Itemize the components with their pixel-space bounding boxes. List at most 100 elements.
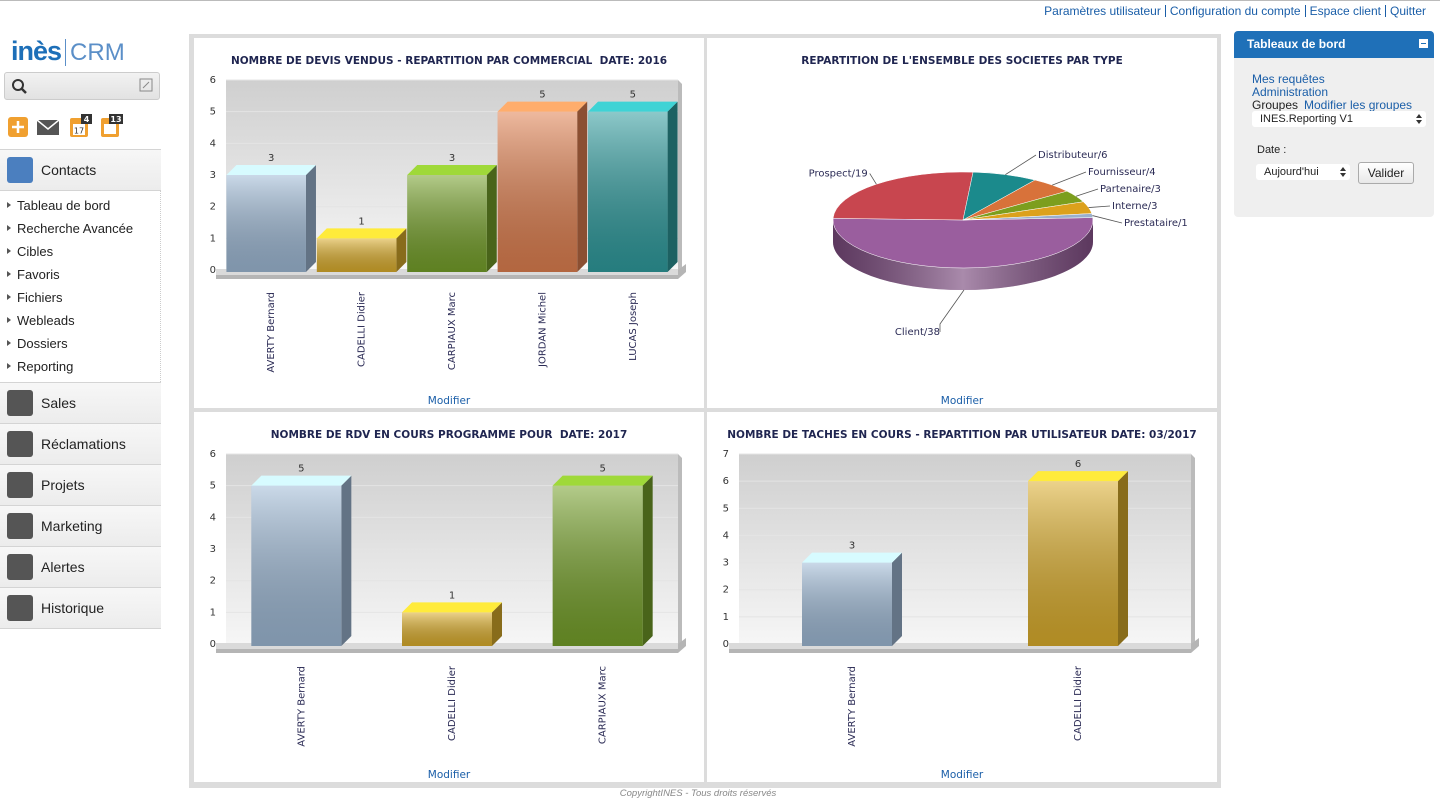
top-link[interactable]: Configuration du compte <box>1164 5 1305 17</box>
search-icons <box>12 78 153 94</box>
menu-section[interactable]: Sales <box>0 382 161 423</box>
section-icon <box>7 554 33 580</box>
plot-side <box>678 454 682 644</box>
menu-item[interactable]: Favoris <box>0 263 160 286</box>
y-tick-label: 1 <box>210 233 216 244</box>
x-tick-label: AVERTY Bernard <box>266 292 277 373</box>
dashboard-panel: Tableaux de bord Mes requêtes Administra… <box>1234 31 1434 217</box>
menu-item[interactable]: Tableau de bord <box>0 194 160 217</box>
floor-top <box>729 643 1191 649</box>
shortcuts: 17 4 13 <box>8 114 123 137</box>
select-value: Aujourd'hui <box>1264 166 1319 178</box>
top-link[interactable]: Paramètres utilisateur <box>1044 4 1161 18</box>
modify-link[interactable]: Modifier <box>941 769 984 781</box>
bar-shading <box>1028 481 1118 646</box>
value-label: 6 <box>1075 459 1081 470</box>
bar-shading <box>588 111 668 273</box>
bar-shading <box>226 175 306 272</box>
bar-side <box>892 552 902 646</box>
group-select[interactable]: INES.Reporting V1 <box>1252 111 1426 127</box>
date-select[interactable]: Aujourd'hui <box>1256 164 1350 180</box>
section-icon <box>7 472 33 498</box>
value-label: 3 <box>849 541 855 552</box>
bar-top <box>402 602 502 613</box>
bar-top <box>251 475 352 486</box>
bar-shading <box>402 612 492 646</box>
plot-side <box>678 80 682 270</box>
menu-item[interactable]: Recherche Avancée <box>0 217 160 240</box>
submenu: Tableau de bord Recherche Avancée Cibles Fa… <box>0 190 161 382</box>
chart-panel: NOMBRE DE DEVIS VENDUS - REPARTITION PAR… <box>194 38 704 408</box>
minimize-button[interactable] <box>1419 39 1428 48</box>
section-icon <box>7 513 33 539</box>
y-tick-label: 5 <box>210 107 216 118</box>
value-label: 5 <box>539 90 545 101</box>
chart-title: NOMBRE DE DEVIS VENDUS - REPARTITION PAR… <box>231 55 667 67</box>
modify-link[interactable]: Modifier <box>428 769 471 781</box>
value-label: 1 <box>358 216 364 227</box>
section-label: Sales <box>41 395 77 411</box>
x-tick-label: AVERTY Bernard <box>847 666 858 747</box>
chart: NOMBRE DE TACHES EN COURS - REPARTITION … <box>723 429 1199 781</box>
modify-link[interactable]: Modifier <box>428 395 471 407</box>
x-tick-label: CADELLI Didier <box>1073 665 1084 741</box>
plot-side <box>1191 454 1195 644</box>
dashboard-area: NOMBRE DE DEVIS VENDUS - REPARTITION PAR… <box>189 34 1221 788</box>
chart-panel: NOMBRE DE RDV EN COURS PROGRAMME POUR DA… <box>194 412 704 782</box>
leader-line <box>1005 154 1037 175</box>
x-tick-label: CADELLI Didier <box>357 291 368 367</box>
value-label: 5 <box>599 464 605 475</box>
menu-section[interactable]: Alertes <box>0 546 161 587</box>
top-border <box>0 0 1440 1</box>
select-arrows <box>1416 114 1422 124</box>
bar-side <box>396 228 407 272</box>
footer: CopyrightINES - Tous droits réservés <box>619 788 777 799</box>
y-tick-label: 6 <box>210 75 216 86</box>
section-label: Marketing <box>41 518 103 534</box>
select-arrows <box>1340 167 1346 177</box>
link[interactable]: Administration <box>1252 85 1329 99</box>
menu-item[interactable]: Webleads <box>0 309 160 332</box>
y-tick-label: 2 <box>723 585 729 596</box>
bar-top <box>1028 471 1128 482</box>
bar-top <box>802 552 902 563</box>
bar-side <box>577 101 588 272</box>
x-tick-label: LUCAS Joseph <box>628 292 639 361</box>
menu-item[interactable]: Cibles <box>0 240 160 263</box>
link[interactable]: Mes requêtes <box>1252 72 1325 86</box>
pie-slice <box>832 217 1094 269</box>
link[interactable]: Modifier les groupes <box>1304 98 1413 112</box>
menu-section[interactable]: Marketing <box>0 505 161 546</box>
y-tick-label: 6 <box>210 449 216 460</box>
top-link[interactable]: Espace client <box>1304 5 1385 17</box>
menu-section[interactable]: Réclamations <box>0 423 161 464</box>
y-tick-label: 3 <box>210 544 216 555</box>
search-box[interactable] <box>4 72 160 100</box>
slice-label: Partenaire/3 <box>1100 184 1161 195</box>
modify-link[interactable]: Modifier <box>941 395 984 407</box>
chart-title: NOMBRE DE TACHES EN COURS - REPARTITION … <box>727 429 1196 441</box>
section-icon <box>7 157 33 183</box>
slice-label: Prestataire/1 <box>1124 218 1188 229</box>
menu-item[interactable]: Fichiers <box>0 286 160 309</box>
logo[interactable]: inès CRM <box>11 36 125 67</box>
y-tick-label: 4 <box>210 512 216 523</box>
chart: NOMBRE DE RDV EN COURS PROGRAMME POUR DA… <box>210 429 686 781</box>
menu-section[interactable]: Contacts <box>0 149 161 190</box>
menu-section[interactable]: Historique <box>0 587 161 629</box>
y-tick-label: 7 <box>723 449 729 460</box>
y-tick-label: 1 <box>210 607 216 618</box>
bar-top <box>226 165 316 175</box>
section-label: Contacts <box>41 162 97 178</box>
menu-item[interactable]: Reporting <box>0 355 160 378</box>
logo-brand: inès <box>11 36 62 66</box>
submit-button[interactable]: Valider <box>1358 162 1414 184</box>
top-link[interactable]: Quitter <box>1384 5 1430 17</box>
leader-line <box>1092 215 1123 224</box>
bar-shading <box>802 562 892 646</box>
x-tick-label: CADELLI Didier <box>447 665 458 741</box>
bar-shading <box>497 111 578 273</box>
menu-section[interactable]: Projets <box>0 464 161 505</box>
menu-item[interactable]: Dossiers <box>0 332 160 355</box>
chart-title: NOMBRE DE RDV EN COURS PROGRAMME POUR DA… <box>271 429 628 441</box>
